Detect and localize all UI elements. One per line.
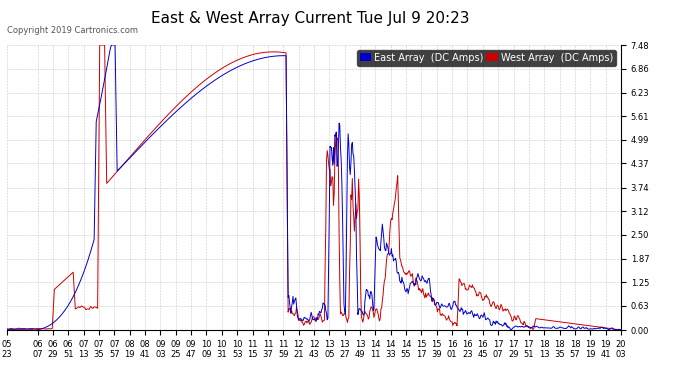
Text: East & West Array Current Tue Jul 9 20:23: East & West Array Current Tue Jul 9 20:2… [151, 11, 470, 26]
Text: Copyright 2019 Cartronics.com: Copyright 2019 Cartronics.com [7, 26, 138, 35]
Legend: East Array  (DC Amps), West Array  (DC Amps): East Array (DC Amps), West Array (DC Amp… [357, 50, 616, 66]
